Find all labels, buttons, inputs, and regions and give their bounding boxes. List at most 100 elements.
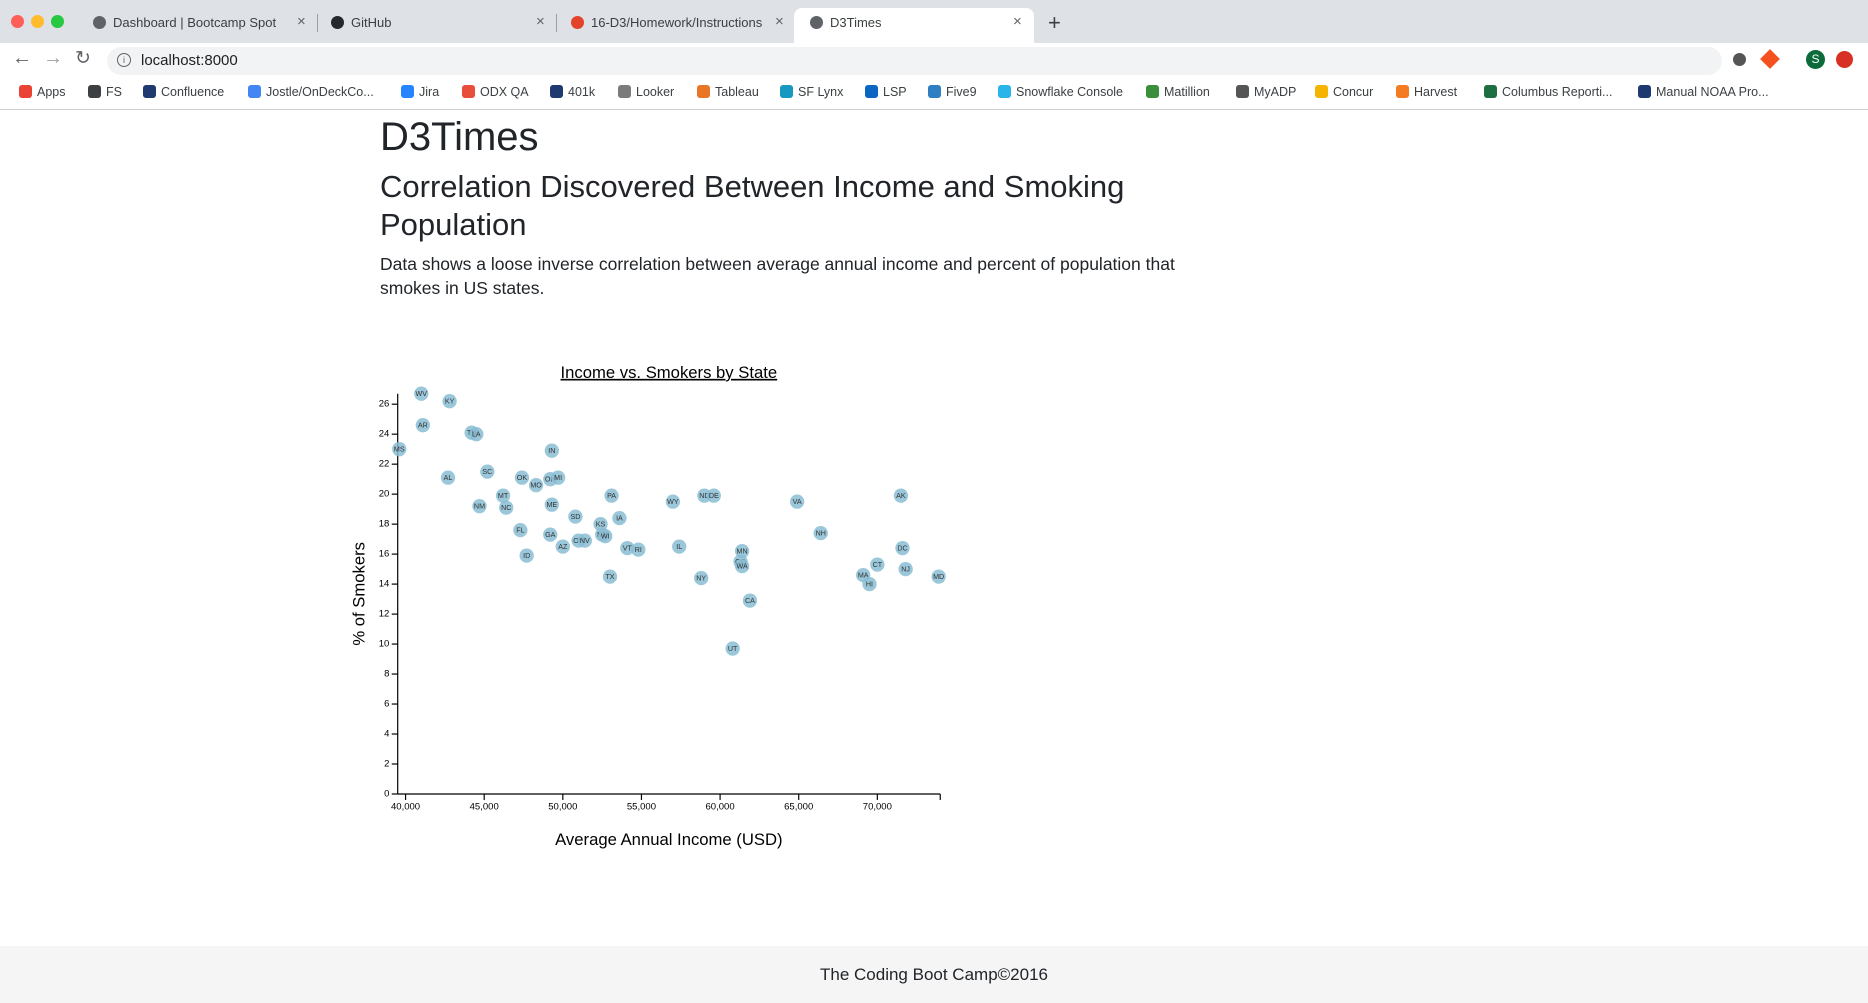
- bookmark[interactable]: Apps: [37, 85, 66, 99]
- bookmark-icon: [248, 85, 261, 98]
- close-window[interactable]: [11, 15, 24, 28]
- y-tick-label: 26: [378, 398, 389, 409]
- y-tick-label: 6: [384, 698, 389, 709]
- bookmark[interactable]: Tableau: [715, 85, 759, 99]
- tab-close[interactable]: ×: [536, 13, 545, 30]
- point-label: FL: [516, 526, 524, 534]
- y-tick-label: 2: [384, 758, 389, 769]
- zoom-window[interactable]: [51, 15, 64, 28]
- point-label: MO: [530, 481, 542, 489]
- data-point: [813, 525, 828, 540]
- data-point: [619, 540, 634, 555]
- active-tab[interactable]: [794, 8, 1034, 43]
- data-point: [742, 592, 757, 608]
- bookmark-icon: [19, 85, 32, 98]
- tab-close[interactable]: ×: [1013, 13, 1022, 30]
- y-axis-label: % of Smokers: [349, 542, 368, 646]
- tab-close[interactable]: ×: [775, 13, 784, 30]
- bookmark[interactable]: MyADP: [1254, 85, 1297, 99]
- point-label: CT: [872, 561, 882, 569]
- bookmark-icon: [865, 85, 878, 98]
- data-point: [592, 516, 608, 531]
- y-tick-label: 8: [384, 668, 389, 679]
- page-title: D3Times: [380, 115, 539, 159]
- data-point: [611, 510, 627, 525]
- bookmark-icon: [143, 85, 156, 98]
- point-label: RI: [634, 546, 641, 554]
- point-label: LA: [471, 430, 480, 438]
- data-point: [597, 528, 612, 543]
- profile-avatar[interactable]: S: [1806, 50, 1825, 69]
- tab-close[interactable]: ×: [297, 13, 306, 30]
- url[interactable]: localhost:8000: [141, 52, 238, 69]
- point-label: MA: [857, 571, 868, 579]
- tab-title[interactable]: GitHub: [351, 15, 392, 30]
- point-label: VT: [622, 544, 632, 552]
- data-point: [550, 470, 565, 485]
- x-tick-label: 40,000: [391, 801, 420, 812]
- omnibox[interactable]: i localhost:8000: [107, 47, 1722, 75]
- y-tick-label: 18: [378, 518, 389, 529]
- tab-icon: [93, 16, 106, 29]
- bookmark[interactable]: Jira: [419, 85, 440, 99]
- bookmark-icon: [998, 85, 1011, 98]
- info-icon[interactable]: i: [117, 53, 131, 67]
- bookmark[interactable]: Five9: [946, 85, 977, 99]
- point-label: MS: [393, 445, 404, 453]
- bookmark[interactable]: Matillion: [1164, 85, 1210, 99]
- minimize-window[interactable]: [31, 15, 44, 28]
- data-point: [440, 470, 455, 485]
- data-point: [734, 543, 749, 558]
- bookmark[interactable]: Columbus Reporti...: [1502, 85, 1613, 99]
- bookmark[interactable]: Concur: [1333, 85, 1374, 99]
- update-icon[interactable]: [1836, 51, 1853, 68]
- data-point: [413, 386, 428, 401]
- point-label: MT: [497, 492, 508, 500]
- data-point: [471, 498, 487, 513]
- back-button[interactable]: ←: [12, 47, 32, 69]
- bookmark[interactable]: ODX QA: [480, 85, 529, 99]
- point-label: IL: [676, 543, 682, 551]
- point-label: ID: [523, 552, 530, 560]
- bookmark[interactable]: Manual NOAA Pro...: [1656, 85, 1769, 99]
- bookmark[interactable]: Looker: [636, 85, 675, 99]
- point-label: DC: [897, 544, 907, 552]
- data-point: [519, 547, 534, 563]
- chart-title: Income vs. Smokers by State: [560, 362, 777, 381]
- description: Data shows a loose inverse correlation b…: [380, 254, 1175, 298]
- tab-title[interactable]: 16-D3/Homework/Instructions: [591, 15, 763, 30]
- data-point: [542, 526, 557, 542]
- tab-title[interactable]: D3Times: [830, 15, 882, 30]
- tab-title[interactable]: Dashboard | Bootcamp Spot: [113, 15, 277, 30]
- bookmark-icon: [1146, 85, 1159, 98]
- bookmark[interactable]: Snowflake Console: [1016, 85, 1124, 99]
- chart: Income vs. Smokers by State Average Annu…: [349, 362, 946, 848]
- data-point: [630, 541, 645, 557]
- y-tick-label: 14: [378, 578, 389, 589]
- point-label: TX: [605, 573, 614, 581]
- bookmark[interactable]: FS: [106, 85, 122, 99]
- reload-button[interactable]: ↻: [75, 48, 91, 69]
- bookmark[interactable]: LSP: [883, 85, 907, 99]
- point-label: VA: [792, 498, 801, 506]
- data-point: [725, 640, 740, 656]
- data-point: [603, 487, 619, 503]
- extension-icon[interactable]: [1760, 49, 1780, 69]
- bookmark[interactable]: Jostle/OnDeckCo...: [266, 85, 374, 99]
- data-point: [495, 487, 510, 503]
- bookmark[interactable]: 401k: [568, 85, 596, 99]
- extension-icon[interactable]: [1733, 53, 1746, 66]
- point-label: GA: [545, 531, 556, 539]
- bookmark[interactable]: SF Lynx: [798, 85, 844, 99]
- bookmark[interactable]: Harvest: [1414, 85, 1458, 99]
- new-tab-button[interactable]: +: [1048, 10, 1061, 35]
- point-label: OK: [516, 474, 527, 482]
- point-label: MN: [736, 547, 747, 555]
- data-point: [602, 568, 617, 584]
- point-label: PA: [607, 492, 616, 500]
- point-label: CA: [745, 597, 755, 605]
- data-point: [706, 487, 721, 503]
- forward-button[interactable]: →: [43, 47, 63, 69]
- bookmark[interactable]: Confluence: [161, 85, 225, 99]
